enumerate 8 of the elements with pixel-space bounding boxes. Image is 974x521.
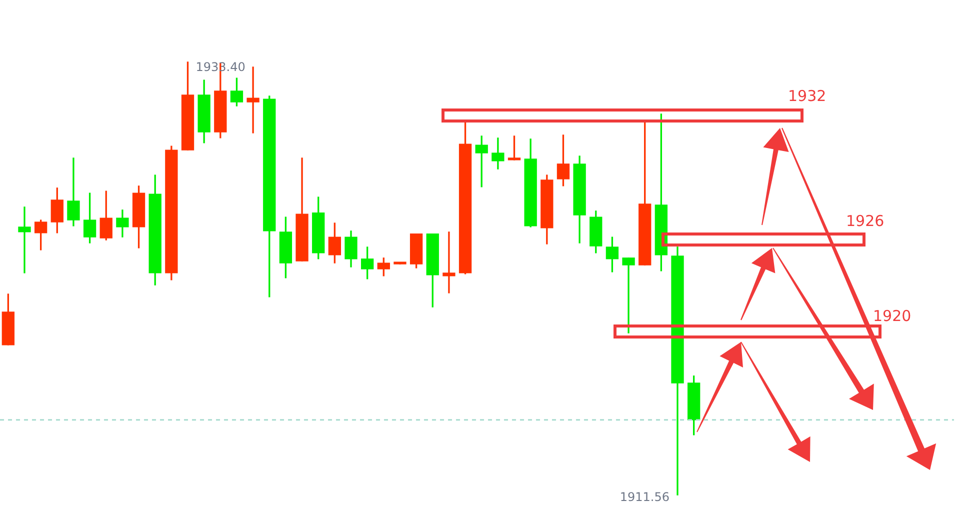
text: 1926 [846,212,884,230]
text: 1932 [788,87,826,105]
candlestick [442,232,456,294]
annotation: 1911.56 [620,490,670,504]
candlestick [18,206,31,274]
candlestick [246,66,260,134]
text: 1920 [873,307,912,325]
candlestick [622,258,635,334]
